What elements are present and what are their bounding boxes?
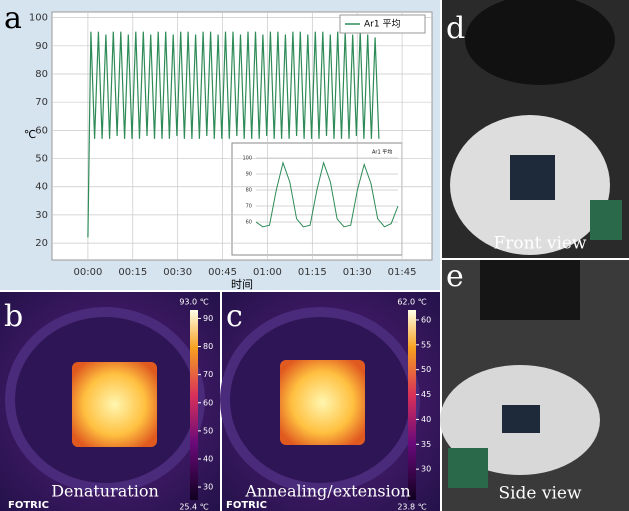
colorbar-tick-label: 70 <box>203 370 213 379</box>
colorbar-tick-label: 40 <box>421 415 431 424</box>
panel-b <box>0 292 220 511</box>
x-tick-label: 01:15 <box>298 267 327 278</box>
colorbar-tick-label: 90 <box>203 314 213 323</box>
colorbar-tick-label: 80 <box>203 342 213 351</box>
panel-label: d <box>446 11 465 46</box>
brand: FOTRIC <box>226 500 267 511</box>
photo-lens <box>465 0 615 85</box>
panel-label: e <box>446 259 464 294</box>
photo-caption: Side view <box>498 484 582 504</box>
colorbar-tick-label: 60 <box>203 398 213 407</box>
photo-chip <box>502 405 540 433</box>
panel-d <box>442 0 629 258</box>
panel-label: c <box>226 299 243 334</box>
photo-lens <box>480 260 580 320</box>
colorbar-tick-label: 45 <box>421 390 431 399</box>
colorbar-tick-label: 30 <box>203 483 213 492</box>
y-tick-label: 70 <box>246 204 252 210</box>
y-tick-label: 30 <box>35 210 48 221</box>
colorbar-min: 23.8 ℃ <box>397 503 426 511</box>
y-tick-label: 70 <box>35 97 48 108</box>
colorbar-tick-label: 60 <box>421 315 431 324</box>
colorbar-min: 25.4 ℃ <box>179 503 208 511</box>
y-tick-label: 90 <box>246 172 252 178</box>
colorbar-tick-label: 50 <box>203 426 213 435</box>
legend-box <box>339 14 426 34</box>
colorbar-tick-label: 55 <box>421 340 431 349</box>
inset-legend: Ar1 平均 <box>372 149 392 156</box>
x-tick-label: 01:45 <box>388 267 417 278</box>
y-axis-label: ℃ <box>24 128 36 141</box>
x-axis-label: 时间 <box>231 278 253 291</box>
y-tick-label: 90 <box>35 41 48 52</box>
y-tick-label: 40 <box>35 182 48 193</box>
inset-area <box>231 142 403 256</box>
colorbar-max: 62.0 ℃ <box>397 298 426 307</box>
y-tick-label: 60 <box>246 220 252 226</box>
y-tick-label: 80 <box>246 188 252 194</box>
thermal-caption: Denaturation <box>51 482 159 501</box>
legend-label: Ar1 平均 <box>364 18 400 30</box>
colorbar-tick-label: 30 <box>421 465 431 474</box>
colorbar-max: 93.0 ℃ <box>179 298 208 307</box>
colorbar <box>408 310 416 500</box>
panel-c <box>220 292 440 511</box>
photo-caption: Front view <box>494 234 587 254</box>
panel-label: a <box>4 1 22 36</box>
photo-board <box>448 448 488 488</box>
x-tick-label: 00:30 <box>163 267 192 278</box>
panel-label: b <box>4 299 23 334</box>
y-tick-label: 100 <box>29 13 48 24</box>
x-tick-label: 00:15 <box>118 267 147 278</box>
x-tick-label: 00:45 <box>208 267 237 278</box>
series-line <box>255 161 399 228</box>
y-tick-label: 80 <box>35 69 48 80</box>
x-tick-label: 00:00 <box>73 267 102 278</box>
thermal-caption: Annealing/extension <box>244 482 410 501</box>
y-tick-label: 100 <box>242 156 252 162</box>
series-line <box>87 31 380 238</box>
colorbar-tick-label: 35 <box>421 440 431 449</box>
x-tick-label: 01:30 <box>343 267 372 278</box>
thermal-hotspot <box>72 362 157 447</box>
y-tick-label: 60 <box>35 125 48 136</box>
colorbar <box>190 310 198 500</box>
panel-e <box>440 260 629 511</box>
y-tick-label: 50 <box>35 154 48 165</box>
colorbar-tick-label: 40 <box>203 454 213 463</box>
thermal-hotspot <box>280 360 365 445</box>
brand: FOTRIC <box>8 500 49 511</box>
photo-board <box>590 200 622 240</box>
x-tick-label: 01:00 <box>253 267 282 278</box>
photo-chip <box>510 155 555 200</box>
colorbar-tick-label: 50 <box>421 365 431 374</box>
y-tick-label: 20 <box>35 238 48 249</box>
